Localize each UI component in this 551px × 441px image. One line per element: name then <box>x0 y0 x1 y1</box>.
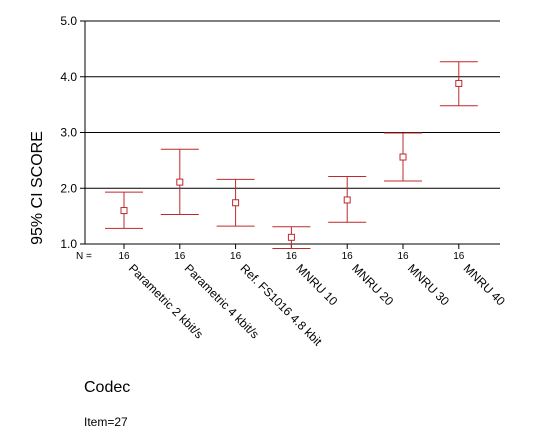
grid-lines <box>85 76 500 189</box>
error-bars <box>105 61 478 249</box>
y-tick-label: 5.0 <box>60 14 77 28</box>
mean-marker <box>455 79 463 87</box>
errorbar <box>216 178 255 227</box>
y-axis-title: 95% CI SCORE <box>29 131 46 245</box>
n-count-label: 16 <box>453 251 465 262</box>
n-count-label: 16 <box>174 251 186 262</box>
y-tick-labels: 1.0 2.0 3.0 4.0 5.0 <box>60 14 77 251</box>
y-tick-label: 3.0 <box>60 126 77 140</box>
errorbar <box>328 176 367 223</box>
category-label: MNRU 30 <box>405 261 452 308</box>
mean-marker <box>232 199 240 207</box>
y-tick-label: 2.0 <box>60 181 77 195</box>
x-axis-title: Codec <box>84 379 131 396</box>
n-counts: N = 16 16 16 16 16 16 16 <box>76 251 465 262</box>
y-tick-label: 4.0 <box>60 70 77 84</box>
errorbar <box>439 61 478 107</box>
axes <box>80 20 500 249</box>
mean-marker <box>120 207 128 215</box>
mean-marker <box>176 178 184 186</box>
errorbar <box>160 148 199 215</box>
y-tick-label: 1.0 <box>60 237 77 251</box>
n-count-label: 16 <box>397 251 409 262</box>
n-count-label: 16 <box>230 251 242 262</box>
category-label: MNRU 20 <box>349 261 396 308</box>
mean-marker <box>343 196 351 204</box>
category-label: MNRU 10 <box>293 261 340 308</box>
errorbar <box>384 132 422 182</box>
category-label: MNRU 40 <box>461 261 508 308</box>
n-count-label: 16 <box>118 251 130 262</box>
mean-marker <box>287 233 295 241</box>
n-count-label: 16 <box>286 251 298 262</box>
errorbar <box>272 226 311 249</box>
n-prefix-label: N = <box>76 251 92 262</box>
n-count-label: 16 <box>342 251 354 262</box>
errorbar <box>105 191 143 229</box>
item-footnote: Item=27 <box>84 415 128 429</box>
mean-marker <box>399 153 407 161</box>
